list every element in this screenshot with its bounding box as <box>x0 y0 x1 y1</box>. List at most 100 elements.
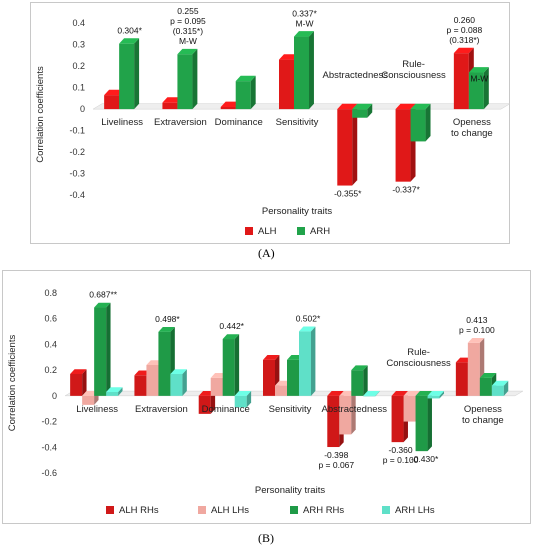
bar <box>415 395 428 452</box>
bar-top <box>363 391 380 396</box>
bar-top <box>427 391 444 396</box>
bar <box>162 102 178 110</box>
bar-side <box>367 103 373 118</box>
data-label: 0.337* <box>292 9 317 19</box>
bar-side <box>503 380 509 396</box>
y-tick-label: -0.1 <box>69 126 85 136</box>
data-label: 0.304* <box>117 26 142 36</box>
chart-panel-b: 0.8 0.6 0.4 0.2 0 -0.2 -0.4 -0.6 Correlation coe… <box>2 270 531 524</box>
bar-top <box>453 47 474 54</box>
bar-side <box>425 103 431 142</box>
y-axis-title: Correlation coefficients <box>35 66 46 163</box>
legend-label: ARH LHs <box>395 505 435 516</box>
bar <box>106 392 119 396</box>
data-label: (0.315*) <box>173 26 203 36</box>
bar-top <box>234 391 252 396</box>
series-arh-rhs <box>94 302 497 452</box>
category-label: Extraversion <box>135 404 188 415</box>
y-tick-label: 0.2 <box>72 61 85 71</box>
data-label: p = 0.095 <box>170 16 206 26</box>
bar-side <box>250 75 256 110</box>
bar <box>70 374 83 396</box>
category-label: Consciousness <box>381 70 446 81</box>
data-label: 0.442* <box>219 321 244 331</box>
bar-side <box>82 369 87 396</box>
y-tick-label: 0 <box>52 391 57 401</box>
data-label: -0.430* <box>411 454 439 464</box>
bar-top <box>158 327 175 332</box>
category-label: Rule- <box>407 347 430 358</box>
bar-top <box>327 391 344 396</box>
y-tick-label: 0.4 <box>44 339 57 349</box>
bar-top <box>70 369 87 374</box>
bar-side <box>309 31 314 110</box>
legend-label: ARH <box>310 226 330 237</box>
y-tick-label: 0.6 <box>44 314 57 324</box>
bar <box>287 359 299 396</box>
bar <box>339 395 352 435</box>
legend-label: ARH RHs <box>303 505 344 516</box>
data-label: -0.360 <box>389 445 413 455</box>
panel-label-b: (B) <box>258 531 274 545</box>
legend-label: ALH LHs <box>211 505 249 516</box>
category-label: Consciousness <box>386 358 451 369</box>
bar-top <box>299 326 316 332</box>
bar <box>134 375 147 396</box>
bar <box>210 377 223 396</box>
y-tick-label: 0.3 <box>72 40 85 50</box>
bar-top <box>468 67 489 73</box>
bar <box>104 95 120 110</box>
bar-side <box>182 369 187 396</box>
bar <box>234 395 247 408</box>
bar <box>391 395 404 443</box>
legend-label: ALH <box>258 226 277 237</box>
bar <box>177 54 193 110</box>
bar-top <box>222 334 240 340</box>
bar-top <box>177 48 198 55</box>
legend-swatch <box>297 227 305 235</box>
category-label: Rule- <box>402 59 425 70</box>
data-label: -0.337* <box>392 185 420 195</box>
bar-side <box>134 38 140 110</box>
legend: ALH ARH <box>245 226 330 237</box>
bar <box>299 331 311 396</box>
y-tick-label: -0.4 <box>41 442 57 452</box>
legend-swatch <box>382 506 390 514</box>
category-label: to change <box>462 415 504 426</box>
bar <box>170 374 183 396</box>
data-label: 0.260 <box>454 15 476 25</box>
category-label: Sensitivity <box>276 117 319 128</box>
bar <box>198 395 211 414</box>
category-label: Dominance <box>215 117 263 128</box>
bar <box>467 342 480 396</box>
y-tick-label: 0.4 <box>72 18 85 28</box>
bar-top <box>235 75 256 82</box>
category-label: Liveliness <box>76 404 118 415</box>
bar-side <box>118 387 123 396</box>
bar-top <box>220 101 241 107</box>
data-label: -0.398 <box>324 450 348 460</box>
bar-top <box>104 89 125 96</box>
data-label: M-W <box>470 74 488 84</box>
category-label: Liveliness <box>101 117 143 128</box>
bar-side <box>363 365 368 396</box>
bar <box>403 395 416 422</box>
chart-a-svg: 0.4 0.3 0.2 0.1 0 -0.1 -0.2 -0.3 -0.4 Correlation… <box>35 6 511 237</box>
bar-top <box>410 103 431 110</box>
bar <box>220 106 236 110</box>
y-tick-label: 0.8 <box>44 288 57 298</box>
category-label: Sensitivity <box>269 404 312 415</box>
bar-side <box>439 391 444 399</box>
bar-side <box>352 103 358 186</box>
bar-side <box>483 67 489 110</box>
bar-side <box>192 48 198 110</box>
category-label: Openess <box>453 117 491 128</box>
y-tick-label: 0 <box>80 104 85 114</box>
bar-top <box>395 103 416 110</box>
y-tick-label: -0.2 <box>69 147 85 157</box>
data-label: p = 0.100 <box>459 325 495 335</box>
bar <box>327 395 340 448</box>
bar <box>294 36 309 110</box>
x-axis-title: Personality traits <box>255 485 325 496</box>
series-arh <box>119 31 489 142</box>
